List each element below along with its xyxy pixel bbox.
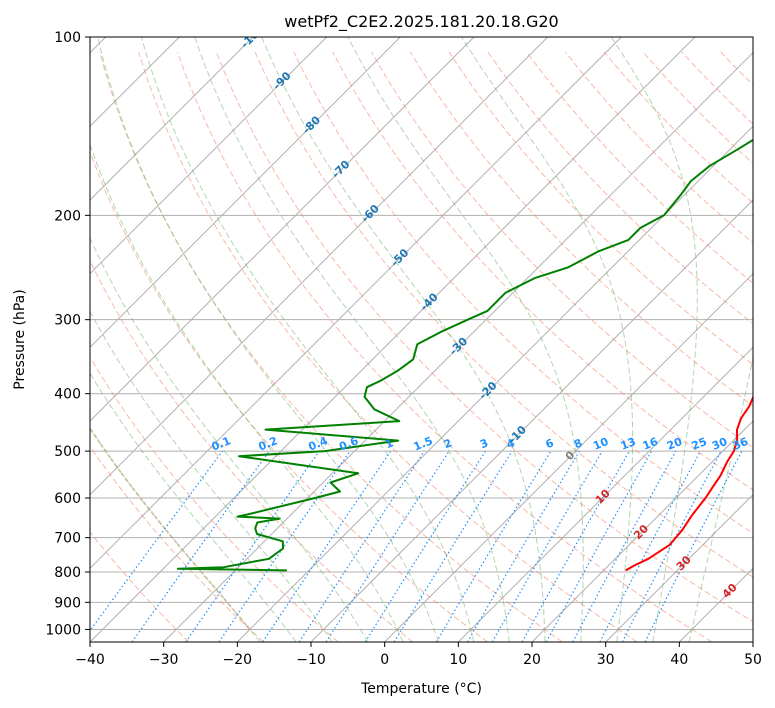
y-tick-label: 500 (54, 444, 81, 460)
isotherm-gridline (457, 346, 753, 642)
profile-lines (176, 138, 753, 572)
mixing-ratio-line (545, 450, 653, 642)
isotherm-gridline (90, 37, 549, 496)
x-tick-label: 0 (380, 652, 389, 668)
mixing-ratio-line (572, 450, 677, 642)
isotherm-gridline (605, 493, 753, 642)
dry-adiabat (90, 531, 190, 642)
y-axis-label: Pressure (hPa) (12, 289, 28, 389)
y-tick-label: 100 (54, 30, 81, 46)
x-tick-label: 30 (597, 652, 615, 668)
x-tick-label: −40 (75, 652, 105, 668)
moist-adiabat (90, 142, 404, 642)
mixing-ratio-label: 30 (710, 435, 729, 453)
moist-adiabat (610, 37, 698, 642)
y-tick-label: 1000 (45, 622, 81, 638)
dry-adiabat (332, 51, 753, 491)
dry-adiabat (370, 51, 753, 449)
mixing-ratio-line (521, 450, 631, 642)
mixing-ratio-line (644, 450, 743, 642)
dry-adiabat (293, 51, 753, 534)
y-tick-label: 600 (54, 491, 81, 507)
dry-adiabat (176, 51, 712, 642)
x-tick-label: −10 (296, 652, 326, 668)
saturation-curve (90, 426, 251, 631)
moist-adiabat (347, 37, 584, 642)
mixing-ratio-label: 3 (478, 436, 490, 451)
mixing-ratio-line (393, 450, 513, 642)
isotherm-gridline (236, 125, 753, 642)
mixing-ratio-line (298, 450, 425, 642)
moist-adiabat (140, 37, 475, 642)
mixing-ratio-label: 20 (665, 435, 684, 453)
isotherm-gridline (90, 37, 328, 275)
moist-adiabat (90, 236, 369, 642)
dewpoint-profile-line (176, 138, 753, 572)
mixing-ratio-line (185, 450, 320, 642)
dry-adiabat (90, 356, 339, 642)
mixing-ratio-label: 10 (591, 435, 610, 453)
y-tick-label: 400 (54, 387, 81, 403)
isotherm-gridline (163, 51, 753, 642)
x-tick-label: −20 (223, 652, 253, 668)
x-tick-label: 50 (744, 652, 762, 668)
plot-background (90, 37, 753, 642)
y-tick-label: 700 (54, 531, 81, 547)
isotherm-gridline (90, 37, 696, 642)
mixing-ratio-label: 1 (383, 436, 395, 451)
dry-adiabat (90, 445, 264, 642)
mixing-ratio-line (325, 450, 450, 642)
moist-adiabat (97, 37, 439, 642)
isotherm-gridline (90, 37, 475, 422)
x-tick-label: 40 (670, 652, 688, 668)
dry-adiabat (90, 259, 414, 642)
mixing-ratio-line (218, 450, 351, 642)
temperature-profile-line (625, 394, 753, 572)
isotherm-gridline (384, 272, 753, 642)
mixing-ratio-line (262, 450, 392, 642)
y-tick-label: 800 (54, 565, 81, 581)
isotherm-gridline (90, 37, 401, 349)
mixing-ratio-label: 25 (690, 435, 709, 453)
chart-title: wetPf2_C2E2.2025.181.20.18.G20 (284, 12, 558, 32)
x-axis-label: Temperature (°C) (360, 681, 482, 697)
x-tick-label: 20 (523, 652, 541, 668)
isotherm-gridline (531, 420, 753, 642)
dry-adiabat (138, 51, 638, 642)
moist-adiabat (261, 37, 546, 642)
mixing-ratio-label: 16 (641, 435, 660, 453)
background-lines (90, 37, 753, 642)
mixing-ratio-line (90, 450, 223, 632)
mixing-ratio-label: 2 (442, 436, 454, 451)
plot-frame (89, 36, 754, 643)
y-tick-label: 300 (54, 313, 81, 329)
isotherm-gridline (90, 37, 622, 570)
x-tick-label: 10 (449, 652, 467, 668)
mixing-ratio-line (131, 450, 270, 642)
dry-adiabat (215, 51, 753, 623)
mixing-ratio-label: 36 (731, 435, 750, 453)
y-tick-label: 200 (54, 208, 81, 224)
dry-adiabat (487, 51, 753, 325)
dry-adiabat (409, 51, 753, 407)
x-tick-label: −30 (149, 652, 179, 668)
dry-adiabat (90, 150, 488, 642)
isotherm-gridline (90, 37, 254, 201)
y-tick-label: 900 (54, 595, 81, 611)
moist-adiabat (90, 372, 297, 642)
mixing-ratio-label: 8 (572, 436, 584, 451)
dry-adiabat (254, 51, 753, 578)
mixing-ratio-label: 13 (619, 435, 638, 453)
axes: −40 −30 −20 −10 0 10 20 30 40 50 1000 900 800 700 600 5… (45, 30, 762, 668)
